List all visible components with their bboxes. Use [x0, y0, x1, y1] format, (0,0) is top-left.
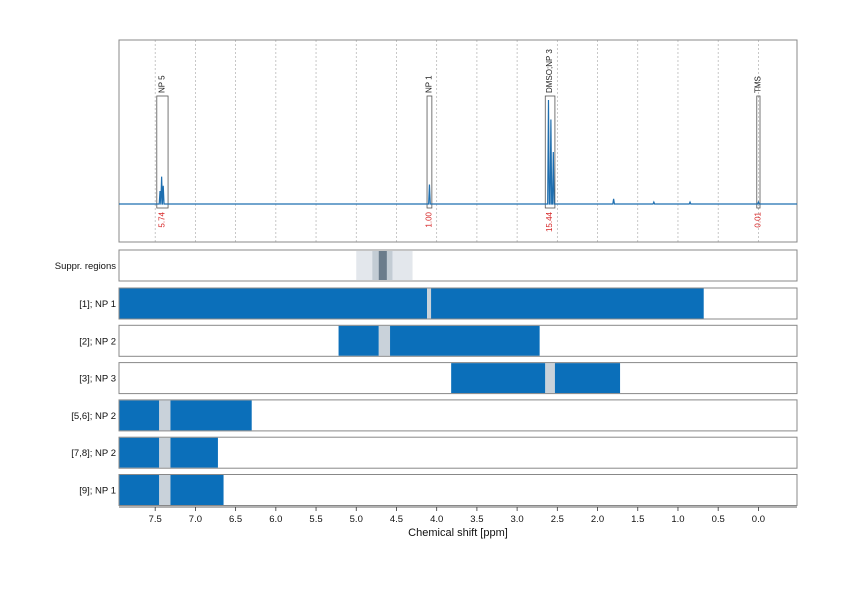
- region-rows: [1]; NP 1 [2]; NP 2 [3]; NP 3 [5,6]; NP 2 [7…: [71, 287, 798, 506]
- row-label: [5,6]; NP 2: [71, 411, 116, 422]
- x-tick-label: 1.5: [631, 514, 644, 525]
- region-bar: [451, 363, 546, 394]
- x-tick-label: 3.5: [470, 514, 483, 525]
- region-bar: [119, 475, 160, 505]
- x-tick-label: 2.0: [591, 514, 604, 525]
- overlap-region: [159, 400, 171, 431]
- row-label: [1]; NP 1: [79, 299, 116, 310]
- spectrum-line: [119, 99, 797, 205]
- x-axis: 7.5 7.0 6.5 6.0 5.5 5.0 4.5 4.0 3.5 3.0 2.5 2.0 1.5 1…: [119, 506, 797, 525]
- row-label: [3]; NP 3: [79, 374, 116, 385]
- x-tick-label: 1.0: [671, 514, 684, 525]
- peak-label: NP 5: [157, 75, 166, 93]
- peak-label: TMS: [753, 76, 762, 93]
- peak-label: NP 1: [424, 75, 433, 93]
- vertical-grid: [154, 40, 759, 242]
- spectrum-panel: NP 5 5.74 NP 1 1.00 DMSO;NP 3 15.44 TMS 0.01: [118, 39, 798, 243]
- integral-value: 1.00: [424, 211, 433, 227]
- annotation-box: [156, 95, 169, 209]
- x-tick-label: 3.0: [511, 514, 524, 525]
- annotation-box: [756, 95, 761, 209]
- peak-label: DMSO;NP 3: [545, 49, 554, 93]
- x-tick-label: 2.5: [551, 514, 564, 525]
- x-axis-title: Chemical shift [ppm]: [408, 527, 508, 539]
- row-label: Suppr. regions: [55, 261, 117, 272]
- overlap-region: [159, 475, 171, 505]
- overlap-region: [427, 288, 432, 319]
- region-bar: [554, 363, 621, 394]
- overlap-region: [159, 437, 171, 468]
- row-frame: [118, 474, 798, 506]
- row-label: [2]; NP 2: [79, 336, 116, 347]
- region-bar: [390, 325, 540, 356]
- region-bar: [431, 288, 704, 319]
- x-tick-label: 6.5: [229, 514, 242, 525]
- annotation-box: [544, 95, 556, 209]
- overlap-region: [378, 325, 391, 356]
- region-bar: [170, 437, 218, 468]
- x-tick-label: 6.0: [269, 514, 282, 525]
- row-frame: [118, 436, 798, 469]
- overlap-region: [545, 363, 555, 394]
- x-tick-label: 7.0: [189, 514, 202, 525]
- row-label: [7,8]; NP 2: [71, 448, 116, 459]
- annotation-box: [426, 95, 433, 209]
- x-tick-label: 5.5: [309, 514, 322, 525]
- x-tick-label: 7.5: [149, 514, 162, 525]
- region-bar: [170, 400, 252, 431]
- x-tick-label: 0.0: [752, 514, 765, 525]
- x-tick-label: 4.5: [390, 514, 403, 525]
- x-tick-label: 4.0: [430, 514, 443, 525]
- region-bar: [119, 400, 160, 431]
- region-bar: [119, 437, 160, 468]
- row-label: [9]; NP 1: [79, 486, 116, 497]
- suppression-frame: [118, 249, 798, 282]
- suppression-region: [378, 251, 387, 280]
- suppression-panel: Suppr. regions: [55, 249, 798, 282]
- region-bar: [338, 325, 379, 356]
- region-bar: [119, 288, 428, 319]
- integral-value: 0.01: [753, 211, 762, 227]
- integral-value: 5.74: [157, 211, 166, 227]
- x-tick-label: 5.0: [350, 514, 363, 525]
- row-frame: [118, 324, 798, 357]
- row-frame: [118, 287, 798, 320]
- x-tick-label: 0.5: [712, 514, 725, 525]
- row-frame: [118, 362, 798, 395]
- row-frame: [118, 399, 798, 432]
- region-bar: [170, 475, 224, 505]
- integral-value: 15.44: [545, 211, 554, 232]
- spectrum-frame: [118, 39, 798, 243]
